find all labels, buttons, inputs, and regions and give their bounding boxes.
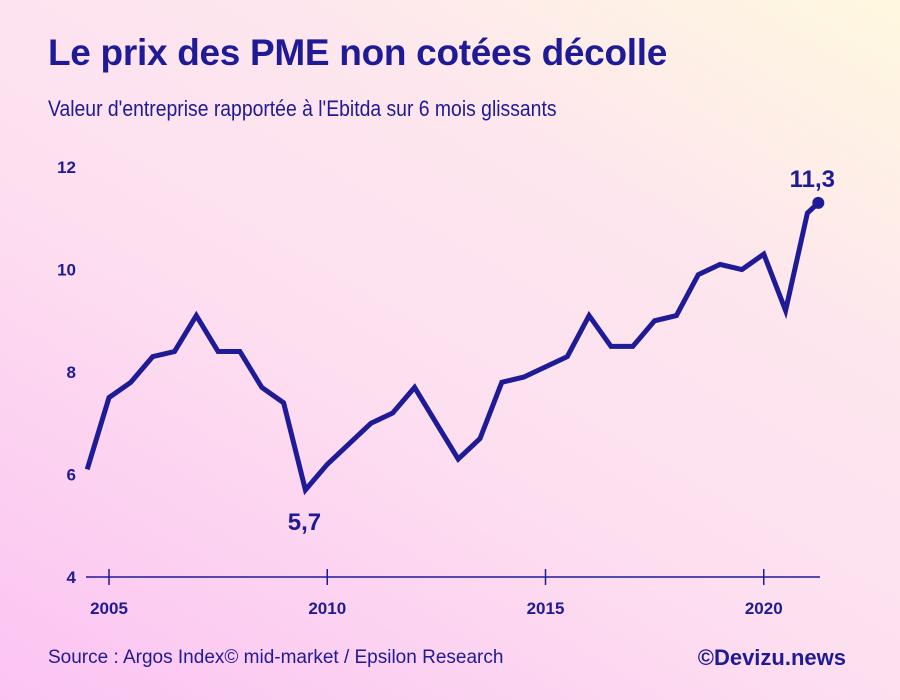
y-tick-label: 8 — [67, 363, 76, 382]
x-tick-label: 2015 — [527, 599, 565, 618]
end-point-marker — [812, 196, 825, 209]
max-annotation: 11,3 — [790, 166, 835, 193]
x-tick-label: 2010 — [308, 599, 346, 618]
min-annotation: 5,7 — [288, 509, 321, 536]
chart-subtitle: Valeur d'entreprise rapportée à l'Ebitda… — [48, 96, 557, 121]
y-tick-label: 6 — [67, 466, 76, 485]
y-tick-label: 4 — [67, 568, 77, 587]
chart-title: Le prix des PME non cotées décolle — [48, 32, 667, 73]
data-line — [84, 201, 821, 496]
x-tick-label: 2020 — [745, 599, 783, 618]
y-tick-label: 10 — [57, 261, 76, 280]
brand-logo: ©Devizu.news — [697, 645, 846, 670]
y-tick-label: 12 — [57, 158, 76, 177]
source-note: Source : Argos Index© mid-market / Epsil… — [48, 647, 504, 668]
x-tick-label: 2005 — [90, 599, 128, 618]
